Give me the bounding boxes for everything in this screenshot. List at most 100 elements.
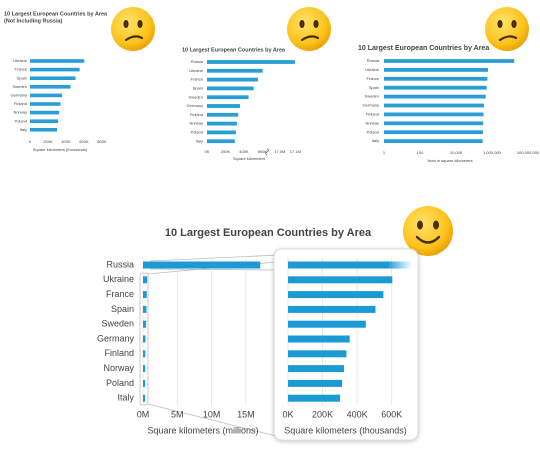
y-tick-label: Norway: [365, 120, 379, 125]
bar: [288, 305, 376, 313]
bar: [143, 365, 146, 373]
bar: [207, 104, 240, 108]
y-tick-label: Spain: [193, 85, 203, 90]
chart-title: 10 Largest European Countries by Area: [182, 47, 286, 53]
x-tick-label: 5M: [171, 409, 184, 419]
y-tick-label: Sweden: [13, 84, 27, 89]
x-tick-label: 17.1M: [290, 149, 301, 154]
y-tick-label: Finland: [366, 111, 379, 116]
x-tick-label: 10M: [203, 409, 221, 419]
y-tick-label: France: [106, 289, 134, 299]
bar: [288, 394, 341, 402]
y-tick-label: Germany: [11, 92, 27, 97]
y-tick-label: Ukraine: [103, 274, 134, 284]
bar: [384, 121, 484, 126]
x-tick-label: 100,000,000: [517, 150, 540, 155]
bar: [384, 68, 489, 72]
bar: [30, 110, 60, 115]
y-tick-label: Germany: [363, 103, 379, 108]
y-tick-label: Sweden: [365, 94, 379, 99]
y-tick-label: Norway: [103, 363, 134, 373]
bar: [288, 350, 347, 358]
bar: [384, 112, 484, 117]
bar: [207, 86, 254, 91]
bar: [288, 365, 344, 373]
x-axis-label: Area in square kilometers: [427, 158, 472, 163]
y-tick-label: Ukraine: [189, 68, 204, 73]
x-tick-label: 1,000,000: [483, 150, 502, 155]
y-tick-label: Germany: [187, 103, 203, 108]
bar: [30, 76, 76, 80]
x-tick-label: 400K: [239, 149, 249, 154]
chart-title: 10 Largest European Countries by Area: [165, 227, 372, 239]
y-tick-label: Finland: [14, 101, 27, 106]
y-tick-label: Spain: [111, 304, 134, 314]
y-tick-label: Russia: [106, 259, 134, 269]
y-tick-label: Italy: [196, 138, 203, 143]
bar: [30, 59, 85, 63]
bar: [207, 121, 237, 126]
axis-break: [265, 148, 269, 156]
bar: [30, 102, 61, 106]
x-tick-label: 200K: [43, 139, 53, 144]
bar: [384, 103, 484, 108]
x-tick-label: 200K: [312, 409, 333, 419]
bar: [30, 128, 58, 132]
bar: [207, 68, 263, 73]
y-tick-label: Russia: [191, 59, 204, 64]
chart-title: 10 Largest European Countries by Area: [4, 11, 108, 17]
confused-emoji: [111, 7, 155, 51]
x-tick-label: 0K: [205, 149, 210, 154]
chart-subtitle: (Not Including Russia): [4, 18, 63, 24]
x-axis-label: Square kilometers: [233, 156, 265, 161]
y-tick-label: Ukraine: [13, 58, 28, 63]
x-axis-label: Square kilometers (millions): [147, 425, 258, 435]
y-tick-label: Spain: [369, 85, 379, 90]
bar: [143, 394, 146, 402]
bar: [30, 67, 80, 72]
bar: [384, 59, 515, 63]
bar: [30, 85, 71, 89]
bar: [384, 139, 483, 143]
bar: [384, 76, 488, 81]
x-tick-label: 400K: [61, 139, 71, 144]
bar: [288, 291, 384, 299]
zoom-bars: [288, 261, 412, 402]
bar: [207, 77, 258, 82]
y-tick-label: France: [15, 67, 28, 72]
y-tick-label: Norway: [13, 110, 27, 115]
x-axis-label: Square kilometers (thousands): [33, 147, 88, 152]
x-tick-label: 400K: [347, 409, 368, 419]
bar: [143, 335, 146, 343]
bar: [30, 119, 59, 123]
bar: [288, 335, 350, 343]
smile-emoji: [403, 206, 453, 256]
bar: [207, 139, 235, 144]
x-tick-label: 0: [29, 139, 32, 144]
bar: [143, 379, 146, 387]
bar: [288, 261, 412, 269]
bar: [30, 93, 63, 98]
x-tick-label: 600K: [79, 139, 89, 144]
bar: [384, 94, 486, 99]
y-tick-label: Sweden: [189, 94, 203, 99]
bar: [207, 130, 236, 135]
y-tick-label: Italy: [372, 138, 379, 143]
bar: [384, 85, 487, 90]
bar: [143, 320, 147, 328]
x-tick-label: 200K: [221, 149, 231, 154]
y-tick-label: Finland: [104, 348, 134, 358]
y-tick-label: Ukraine: [365, 67, 380, 72]
y-tick-label: France: [367, 76, 380, 81]
y-tick-label: Finland: [190, 112, 203, 117]
bar: [143, 276, 148, 284]
y-tick-label: Russia: [367, 58, 380, 63]
bar: [384, 130, 483, 135]
y-tick-label: Poland: [367, 129, 379, 134]
x-tick-label: 100: [417, 150, 424, 155]
y-tick-label: Italy: [117, 393, 134, 403]
bar: [207, 112, 239, 117]
y-tick-label: Spain: [17, 75, 27, 80]
y-tick-label: Sweden: [101, 319, 134, 329]
